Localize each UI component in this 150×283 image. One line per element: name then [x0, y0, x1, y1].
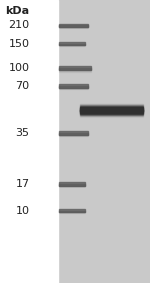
Bar	[59, 132, 88, 134]
Bar	[59, 66, 91, 70]
Bar	[59, 24, 88, 27]
Bar	[80, 113, 143, 114]
Bar	[80, 106, 143, 107]
Bar	[80, 104, 143, 105]
Bar	[59, 84, 88, 86]
Bar	[59, 133, 88, 134]
Bar	[80, 110, 143, 111]
Bar	[80, 114, 143, 115]
Bar	[59, 25, 88, 27]
Bar	[80, 106, 143, 108]
Bar	[3, 0, 57, 283]
Bar	[80, 111, 143, 112]
Bar	[59, 183, 85, 185]
Bar	[59, 211, 85, 212]
Bar	[80, 107, 143, 108]
Bar	[59, 131, 88, 134]
Bar	[59, 71, 91, 73]
Bar	[59, 86, 88, 88]
Bar	[80, 104, 143, 105]
Bar	[59, 213, 85, 214]
Text: kDa: kDa	[6, 6, 30, 16]
Bar	[80, 113, 143, 114]
Bar	[59, 25, 88, 26]
Bar	[59, 26, 88, 28]
Bar	[59, 46, 85, 47]
Bar	[59, 43, 85, 44]
Bar	[80, 105, 143, 106]
Bar	[59, 42, 85, 45]
Text: 10: 10	[16, 206, 30, 216]
Text: 150: 150	[9, 39, 30, 49]
Bar	[59, 131, 88, 133]
Bar	[59, 209, 85, 212]
Bar	[59, 65, 91, 67]
Bar	[80, 115, 143, 116]
Bar	[80, 112, 143, 113]
Bar	[59, 67, 91, 69]
Text: 210: 210	[9, 20, 30, 31]
Bar	[59, 45, 85, 46]
Bar	[80, 108, 143, 109]
Bar	[80, 108, 143, 109]
Bar	[80, 111, 143, 112]
Text: 17: 17	[15, 179, 30, 189]
Bar	[80, 110, 143, 111]
Bar	[80, 106, 143, 107]
Bar	[59, 84, 88, 88]
Bar	[80, 104, 143, 105]
Bar	[59, 89, 88, 90]
Bar	[59, 183, 85, 186]
Bar	[80, 115, 143, 116]
Bar	[80, 109, 143, 110]
Bar	[80, 108, 143, 109]
Bar	[59, 69, 91, 72]
Bar	[59, 134, 88, 136]
Bar	[80, 112, 143, 113]
Bar	[80, 110, 143, 112]
Bar	[59, 42, 85, 44]
Bar	[59, 44, 85, 45]
Bar	[80, 109, 143, 110]
Bar	[80, 116, 143, 117]
Bar	[80, 107, 143, 108]
Bar	[59, 85, 88, 87]
Bar	[59, 210, 85, 211]
Text: 100: 100	[9, 63, 30, 73]
Text: 70: 70	[15, 81, 30, 91]
Bar	[59, 184, 85, 186]
Bar	[59, 186, 85, 187]
Bar	[59, 27, 88, 29]
Bar	[59, 185, 85, 186]
Bar	[59, 68, 91, 70]
Text: 35: 35	[16, 128, 30, 138]
Bar	[80, 105, 143, 106]
Bar	[80, 115, 143, 116]
Bar	[80, 114, 143, 115]
Bar	[59, 209, 85, 211]
Bar	[59, 87, 88, 89]
Bar	[80, 112, 143, 113]
Bar	[59, 135, 88, 136]
Bar	[80, 113, 143, 114]
Bar	[59, 182, 85, 184]
Bar	[80, 109, 143, 110]
Bar	[80, 114, 143, 115]
Bar	[80, 105, 143, 106]
Bar	[59, 24, 88, 25]
Bar	[57, 0, 150, 283]
Bar	[59, 212, 85, 213]
